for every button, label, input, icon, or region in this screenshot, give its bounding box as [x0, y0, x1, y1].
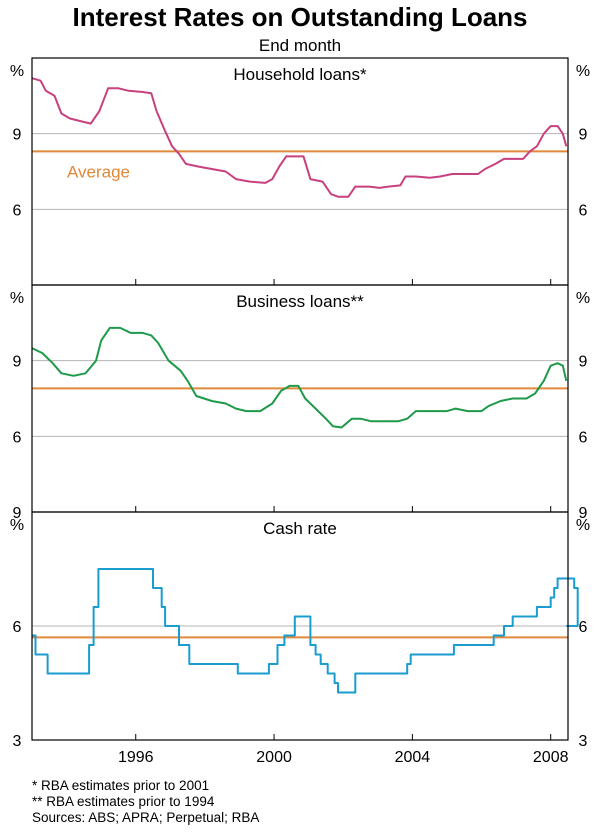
y-tick-label-right: 3	[579, 733, 588, 750]
panel-title: Household loans*	[233, 65, 367, 84]
panel-1: 6 6 9 9% % Household loans* Average	[10, 57, 590, 286]
y-tick-label-right: 6	[579, 202, 588, 219]
y-tick-label-right: 9	[579, 505, 588, 522]
unit-label-left: %	[10, 63, 24, 80]
series-line	[31, 77, 568, 198]
unit-label-right: %	[576, 290, 590, 307]
chart-title: Interest Rates on Outstanding Loans	[72, 2, 527, 32]
panel-2: 6 6 9 9% % Business loans**	[10, 284, 590, 513]
x-tick-label: 1996	[118, 749, 154, 766]
y-tick-label-left: 3	[13, 733, 22, 750]
series-line	[31, 326, 568, 429]
chart-subtitle: End month	[259, 36, 341, 55]
y-tick-label-left: 9	[13, 505, 22, 522]
y-tick-label-right: 9	[579, 127, 588, 144]
unit-label-left: %	[10, 290, 24, 307]
y-tick-label-left: 9	[13, 127, 22, 144]
series-line	[32, 568, 579, 694]
unit-label-right: %	[576, 517, 590, 534]
x-tick-label: 2004	[395, 749, 431, 766]
panel-title: Cash rate	[263, 519, 337, 538]
footnotes: * RBA estimates prior to 2001 ** RBA est…	[32, 778, 259, 825]
x-axis-labels: 1996 2000 2004 2008	[118, 749, 569, 766]
footnote-business: ** RBA estimates prior to 1994	[32, 794, 215, 809]
panel-frame	[31, 511, 569, 741]
panel-title: Business loans**	[236, 292, 364, 311]
x-tick-label: 2008	[533, 749, 569, 766]
footnote-household: * RBA estimates prior to 2001	[32, 778, 209, 793]
panel-frame	[31, 284, 569, 513]
x-tick-label: 2000	[256, 749, 292, 766]
y-tick-label-left: 6	[13, 429, 22, 446]
panel-3: 3 3 6 6 9 9% % Cash rate	[10, 505, 590, 750]
y-tick-label-right: 9	[579, 354, 588, 371]
footnote-sources: Sources: ABS; APRA; Perpetual; RBA	[32, 810, 259, 825]
unit-label-right: %	[576, 63, 590, 80]
y-tick-label-left: 6	[13, 202, 22, 219]
y-tick-label-right: 6	[579, 429, 588, 446]
y-tick-label-left: 6	[13, 619, 22, 636]
y-tick-label-left: 9	[13, 354, 22, 371]
y-tick-label-right: 6	[579, 619, 588, 636]
unit-label-left: %	[10, 517, 24, 534]
chart-panels: 6 6 9 9% % Household loans* Average 6 6 9 9% % Busin…	[10, 57, 590, 766]
average-label: Average	[67, 162, 130, 181]
